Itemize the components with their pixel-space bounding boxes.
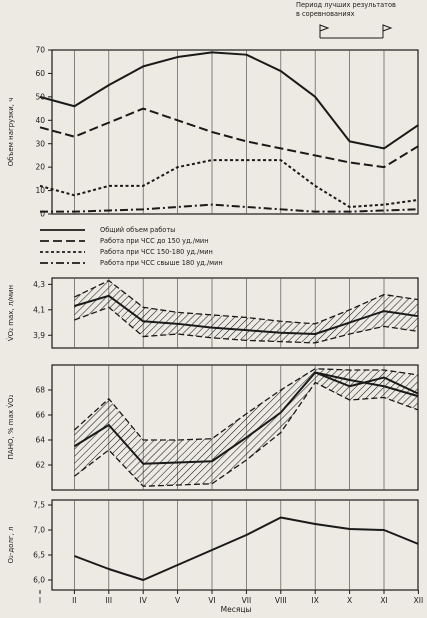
ytick-label-vo2max-2: 4,3	[33, 280, 45, 289]
ytick-label-volume-5: 50	[35, 92, 45, 101]
band-edge-upper-vo2max	[74, 279, 419, 325]
series-line-o2debt-0	[74, 516, 419, 581]
ytick-label-volume-2: 20	[35, 163, 45, 172]
legend-label-150: Работа при ЧСС до 150 уд./мин	[100, 237, 209, 245]
ytick-label-volume-7: 70	[35, 46, 45, 55]
xtick-label-3: III	[105, 596, 112, 605]
ytick-label-o2debt-3: 7,5	[33, 501, 45, 510]
ytick-label-vo2max-0: 3,9	[33, 331, 45, 340]
band-pano	[74, 368, 419, 487]
series-line-vo2max-0	[74, 294, 419, 335]
ytick-label-o2debt-1: 6,5	[33, 551, 45, 560]
series-line-volume-3	[40, 203, 419, 213]
series-line-volume-2	[39, 159, 419, 208]
ytick-label-volume-4: 40	[35, 116, 45, 125]
panel-volume-frame	[51, 49, 419, 215]
ytick-label-o2debt-2: 7,0	[33, 526, 45, 535]
ytick-label-volume-3: 30	[35, 139, 45, 148]
competition-caption-line1: Период лучших результатов	[296, 1, 396, 9]
legend-label-150-180: Работа при ЧСС 150-180 уд./мин	[100, 248, 213, 256]
series-line-pano-1	[314, 371, 419, 398]
ylabel-volume: Объем нагрузки, ч	[7, 98, 15, 167]
xtick-label-4: IV	[140, 596, 148, 605]
legend: Общий объем работы Работа при ЧСС до 150…	[40, 226, 223, 267]
band-edge-upper-pano	[73, 368, 419, 441]
competition-period-bracket	[319, 24, 393, 39]
xtick-label-6: VI	[208, 596, 215, 605]
ytick-label-pano-1: 64	[35, 436, 45, 445]
legend-label-180: Работа при ЧСС свыше 180 уд./мин	[100, 259, 223, 267]
ytick-label-pano-3: 68	[35, 386, 45, 395]
ylabel-pano: ПАНО, % max V̇O₂	[7, 394, 15, 459]
xtick-label-10: X	[347, 596, 352, 605]
ytick-label-pano-0: 62	[35, 461, 45, 470]
band-edge-lower-pano	[74, 381, 419, 487]
ylabel-o2debt: O₂-долг, л	[7, 526, 15, 563]
xtick-label-12: XII	[414, 596, 424, 605]
ytick-label-volume-0: 0	[40, 210, 45, 219]
xlabel: Месяцы	[221, 605, 252, 614]
panel-pano-frame	[51, 364, 419, 491]
series-line-volume-1	[39, 107, 419, 169]
series-line-volume-0	[39, 51, 419, 150]
xtick-label-1: I	[39, 596, 41, 605]
xtick-label-2: II	[72, 596, 76, 605]
legend-label-total: Общий объем работы	[100, 226, 175, 234]
ytick-label-volume-6: 60	[35, 69, 45, 78]
competition-caption-line2: в соревнованиях	[296, 10, 355, 18]
panel-o2debt-frame	[51, 499, 419, 591]
ylabel-vo2max: V̇O₂ max, л/мин	[7, 285, 15, 341]
xtick-label-8: VIII	[275, 596, 287, 605]
xtick-label-5: V	[175, 596, 181, 605]
xtick-label-9: IX	[312, 596, 319, 605]
series-line-pano-0	[73, 371, 419, 465]
ytick-label-o2debt-0: 6,0	[33, 576, 45, 585]
xtick-label-7: VII	[242, 596, 252, 605]
ytick-label-volume-1: 10	[35, 186, 45, 195]
band-edge-lower-vo2max	[74, 306, 419, 344]
ytick-label-pano-2: 66	[35, 411, 45, 420]
xtick-label-11: XI	[380, 596, 387, 605]
ytick-label-vo2max-1: 4,1	[33, 305, 45, 314]
